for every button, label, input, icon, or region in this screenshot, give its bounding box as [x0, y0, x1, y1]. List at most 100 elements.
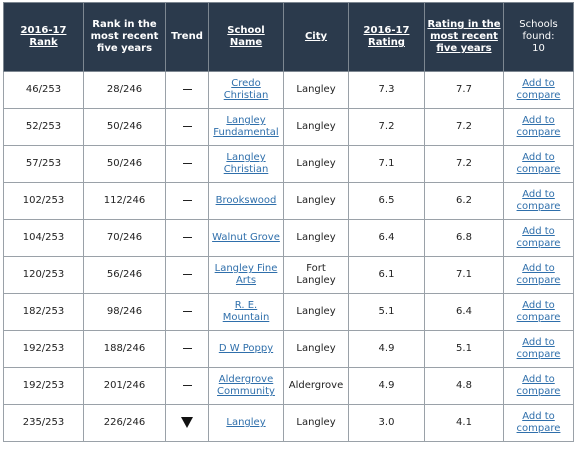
compare-cell: Add to compare [503, 145, 574, 183]
trend-cell [165, 367, 209, 405]
city-cell: Langley [283, 330, 349, 368]
compare-cell: Add to compare [503, 404, 574, 442]
trend-dash-icon [182, 273, 192, 275]
add-to-compare-link[interactable]: Add to compare [516, 78, 561, 101]
table-row: 46/253 28/246 Credo Christian Langley 7.3 7.7… [3, 71, 574, 109]
school-name-link[interactable]: Langley [226, 417, 266, 428]
school-name-cell: Langley Fundamental [208, 108, 284, 146]
table-row: 182/253 98/246 R. E. Mountain Langley 5.1 6.4… [3, 293, 574, 331]
school-name-link[interactable]: R. E. Mountain [222, 300, 270, 323]
rank-cell: 57/253 [3, 145, 84, 183]
header-schools-found: Schools found: 10 [503, 2, 574, 72]
table-row: 120/253 56/246 Langley Fine Arts Fort Langl… [3, 256, 574, 294]
rank-five-years-cell: 188/246 [83, 330, 166, 368]
schools-found-label: Schools found: [519, 19, 558, 42]
rating-cell: 4.9 [348, 330, 425, 368]
compare-cell: Add to compare [503, 256, 574, 294]
header-city[interactable]: City [283, 2, 349, 72]
header-rank-label[interactable]: 2016-17 Rank [20, 25, 67, 48]
rank-cell: 182/253 [3, 293, 84, 331]
table-row: 192/253 188/246 D W Poppy Langley 4.9 5.1 Add … [3, 330, 574, 368]
school-name-link[interactable]: Walnut Grove [212, 232, 280, 243]
trend-down-arrow-icon [181, 416, 193, 428]
header-rank-five-years-label: Rank in the most recent five years [90, 19, 159, 54]
compare-cell: Add to compare [503, 293, 574, 331]
trend-dash-icon [182, 310, 192, 312]
header-trend: Trend [165, 2, 209, 72]
trend-cell [165, 108, 209, 146]
rating-cell: 6.4 [348, 219, 425, 257]
trend-cell [165, 330, 209, 368]
school-name-link[interactable]: Langley Fundamental [213, 115, 279, 138]
add-to-compare-link[interactable]: Add to compare [516, 115, 561, 138]
compare-cell: Add to compare [503, 71, 574, 109]
rating-five-years-cell: 7.7 [424, 71, 504, 109]
header-school-name[interactable]: School Name [208, 2, 284, 72]
rating-five-years-cell: 6.4 [424, 293, 504, 331]
rating-five-years-cell: 4.8 [424, 367, 504, 405]
header-rating-five-years-label[interactable]: Rating in the most recent five years [427, 19, 501, 54]
add-to-compare-link[interactable]: Add to compare [516, 189, 561, 212]
city-cell: Langley [283, 219, 349, 257]
school-name-cell: Langley Christian [208, 145, 284, 183]
compare-cell: Add to compare [503, 330, 574, 368]
rating-cell: 7.1 [348, 145, 425, 183]
add-to-compare-link[interactable]: Add to compare [516, 152, 561, 175]
school-name-cell: Langley Fine Arts [208, 256, 284, 294]
add-to-compare-link[interactable]: Add to compare [516, 337, 561, 360]
school-name-link[interactable]: Langley Fine Arts [214, 263, 278, 286]
rating-cell: 3.0 [348, 404, 425, 442]
trend-dash-icon [182, 125, 192, 127]
school-name-link[interactable]: Brookswood [215, 195, 277, 206]
trend-cell [165, 182, 209, 220]
header-rank[interactable]: 2016-17 Rank [3, 2, 84, 72]
add-to-compare-link[interactable]: Add to compare [516, 300, 561, 323]
school-name-link[interactable]: Credo Christian [223, 78, 269, 101]
city-cell: Langley [283, 404, 349, 442]
add-to-compare-link[interactable]: Add to compare [516, 263, 561, 286]
header-city-label[interactable]: City [304, 31, 328, 42]
rating-five-years-cell: 7.2 [424, 145, 504, 183]
header-rating-label[interactable]: 2016-17 Rating [363, 25, 410, 48]
trend-cell [165, 71, 209, 109]
rating-five-years-cell: 6.8 [424, 219, 504, 257]
rank-five-years-cell: 50/246 [83, 145, 166, 183]
school-name-link[interactable]: Aldergrove Community [217, 374, 275, 397]
rank-five-years-cell: 201/246 [83, 367, 166, 405]
table-body: 46/253 28/246 Credo Christian Langley 7.3 7.7… [3, 71, 574, 442]
rating-cell: 4.9 [348, 367, 425, 405]
rank-cell: 102/253 [3, 182, 84, 220]
add-to-compare-link[interactable]: Add to compare [516, 411, 561, 434]
add-to-compare-link[interactable]: Add to compare [516, 374, 561, 397]
rank-five-years-cell: 28/246 [83, 71, 166, 109]
rating-five-years-cell: 5.1 [424, 330, 504, 368]
trend-dash-icon [182, 199, 192, 201]
header-rating[interactable]: 2016-17 Rating [348, 2, 425, 72]
header-rating-five-years[interactable]: Rating in the most recent five years [424, 2, 504, 72]
rank-five-years-cell: 50/246 [83, 108, 166, 146]
header-school-name-label[interactable]: School Name [227, 25, 265, 48]
trend-cell [165, 293, 209, 331]
trend-dash-icon [182, 88, 192, 90]
add-to-compare-link[interactable]: Add to compare [516, 226, 561, 249]
school-name-link[interactable]: Langley Christian [223, 152, 269, 175]
rank-cell: 192/253 [3, 330, 84, 368]
header-rank-five-years: Rank in the most recent five years [83, 2, 166, 72]
rating-cell: 7.3 [348, 71, 425, 109]
school-name-cell: Brookswood [208, 182, 284, 220]
school-name-cell: Aldergrove Community [208, 367, 284, 405]
table-row: 104/253 70/246 Walnut Grove Langley 6.4 6.8 Ad… [3, 219, 574, 257]
rating-five-years-cell: 4.1 [424, 404, 504, 442]
compare-cell: Add to compare [503, 219, 574, 257]
header-trend-label: Trend [171, 31, 203, 42]
school-name-link[interactable]: D W Poppy [218, 343, 274, 354]
trend-dash-icon [182, 384, 192, 386]
trend-cell [165, 256, 209, 294]
trend-cell [165, 404, 209, 442]
compare-cell: Add to compare [503, 182, 574, 220]
table-row: 235/253 226/246 Langley Langley 3.0 4.1 Add to… [3, 404, 574, 442]
table-row: 192/253 201/246 Aldergrove Community Alderg… [3, 367, 574, 405]
rank-five-years-cell: 98/246 [83, 293, 166, 331]
table-row: 52/253 50/246 Langley Fundamental Langley 7.… [3, 108, 574, 146]
trend-cell [165, 145, 209, 183]
